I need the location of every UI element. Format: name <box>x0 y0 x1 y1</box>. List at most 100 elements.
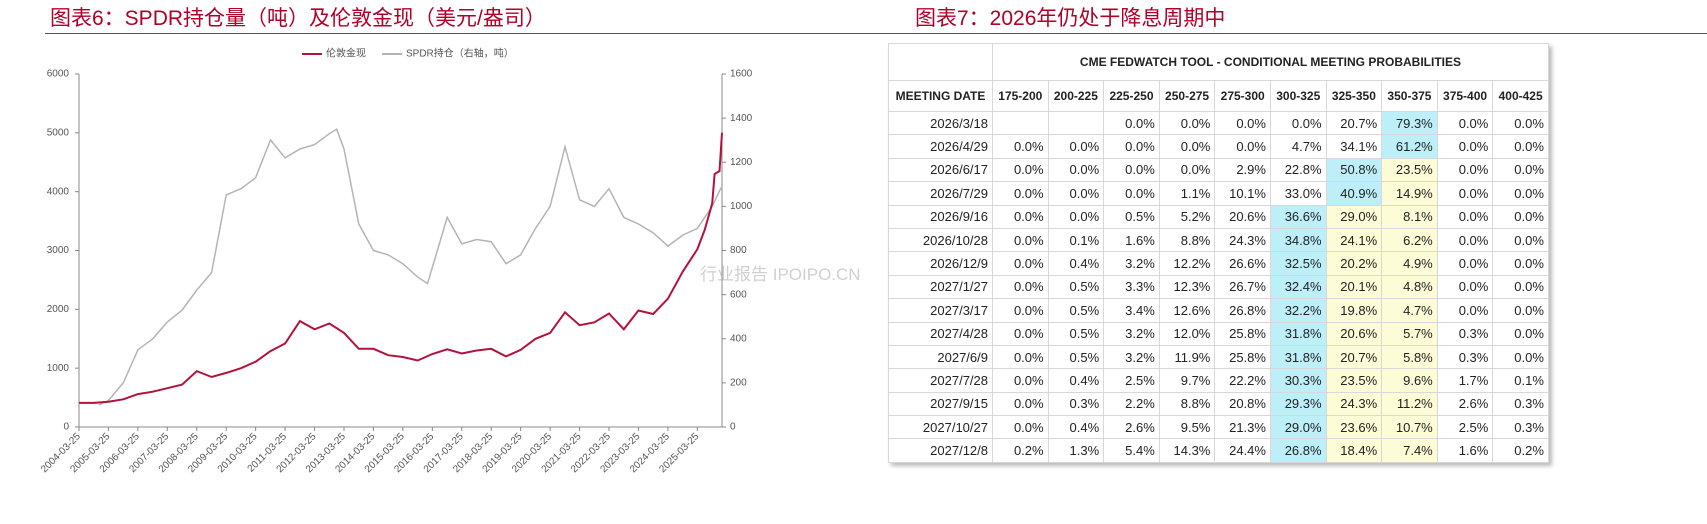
probability: 0.4% <box>1047 251 1105 276</box>
probability: 3.3% <box>1103 274 1160 300</box>
probability: 50.8% <box>1325 157 1383 183</box>
probability: 0.0% <box>1047 157 1105 183</box>
probability: 0.0% <box>1214 110 1271 136</box>
chart: 0 1000 2000 3000 4000 5000 6000 0 200 400 600 800 10… <box>39 47 753 476</box>
probability: 0.0% <box>1492 204 1549 229</box>
probability: 20.6% <box>1214 204 1271 229</box>
probability: 0.0% <box>992 415 1049 440</box>
probability: 26.6% <box>1214 251 1271 276</box>
y2-tick-label: 1000 <box>730 201 753 212</box>
probability: 0.1% <box>1047 227 1105 253</box>
probability: 23.5% <box>1381 157 1438 183</box>
y2-tick-label: 200 <box>730 378 747 389</box>
probability: 0.0% <box>1436 181 1494 206</box>
probability: 8.8% <box>1158 227 1216 253</box>
meeting-date: 2026/12/9 <box>888 251 993 276</box>
probability: 10.1% <box>1214 181 1271 206</box>
probability: 33.0% <box>1269 181 1327 206</box>
y2-tick-label: 600 <box>730 289 747 300</box>
probability <box>992 110 1049 136</box>
probability: 0.0% <box>992 251 1049 276</box>
meeting-date: 2026/6/17 <box>888 157 993 183</box>
probability: 11.9% <box>1158 344 1216 370</box>
y2-tick-label: 1400 <box>730 113 753 124</box>
meeting-date: 2026/9/16 <box>888 204 993 229</box>
probability: 25.8% <box>1214 321 1271 346</box>
probability: 1.1% <box>1158 181 1216 206</box>
probability: 20.8% <box>1214 391 1271 417</box>
probability: 11.2% <box>1381 391 1438 417</box>
probability: 5.2% <box>1158 204 1216 229</box>
probability: 0.0% <box>1436 110 1494 136</box>
probability: 0.0% <box>992 344 1049 370</box>
probability: 0.0% <box>1103 110 1160 136</box>
probability <box>1047 110 1105 136</box>
y-tick-label: 1000 <box>47 363 70 374</box>
probability: 0.0% <box>992 134 1049 159</box>
probability: 9.6% <box>1381 368 1438 393</box>
meeting-date: 2026/4/29 <box>888 134 993 159</box>
data-row: 2027/1/27 0.0% 0.5% 3.3% 12.3% 26.7% 32.4% 20.1… <box>888 274 1549 300</box>
meeting-date: 2027/10/27 <box>888 415 993 440</box>
watermark: 行业报告 IPOIPO.CN <box>700 265 861 284</box>
probability: 22.8% <box>1269 157 1327 183</box>
y-tick-label: 4000 <box>47 186 70 197</box>
title-row: CME FEDWATCH TOOL - CONDITIONAL MEETING … <box>888 43 1549 81</box>
probability: 12.3% <box>1158 274 1216 300</box>
corner-cell <box>888 43 993 81</box>
probability: 2.5% <box>1436 415 1494 440</box>
table-header-title: CME FEDWATCH TOOL - CONDITIONAL MEETING … <box>992 43 1549 81</box>
meeting-date: 2026/10/28 <box>888 227 993 253</box>
probability: 22.2% <box>1214 368 1271 393</box>
probability: 0.5% <box>1047 274 1105 300</box>
probability: 0.0% <box>1158 110 1216 136</box>
probability: 24.3% <box>1214 227 1271 253</box>
probability: 8.1% <box>1381 204 1438 229</box>
probability: 2.5% <box>1103 368 1160 393</box>
probability: 0.0% <box>1436 274 1494 300</box>
data-row: 2027/9/15 0.0% 0.3% 2.2% 8.8% 20.8% 29.3% 24.3%… <box>888 391 1549 417</box>
probability: 36.6% <box>1269 204 1327 229</box>
probability: 32.4% <box>1269 274 1327 300</box>
probability: 0.5% <box>1047 298 1105 323</box>
probability: 0.0% <box>992 204 1049 229</box>
data-row: 2027/3/17 0.0% 0.5% 3.4% 12.6% 26.8% 32.2% 19.8… <box>888 298 1549 323</box>
column-header: 275-300 <box>1214 80 1271 112</box>
probability: 0.0% <box>1103 157 1160 183</box>
data-row: 2027/7/28 0.0% 0.4% 2.5% 9.7% 22.2% 30.3% 23.5%… <box>888 368 1549 393</box>
probability: 0.3% <box>1047 391 1105 417</box>
meeting-date: 2027/3/17 <box>888 298 993 323</box>
probability: 0.0% <box>1436 134 1494 159</box>
probability: 2.6% <box>1103 415 1160 440</box>
probability: 9.7% <box>1158 368 1216 393</box>
data-row: 2026/7/29 0.0% 0.0% 0.0% 1.1% 10.1% 33.0% 40.9%… <box>888 181 1549 206</box>
probability: 14.3% <box>1158 438 1216 463</box>
y2-tick-label: 1200 <box>730 157 753 168</box>
probability: 9.5% <box>1158 415 1216 440</box>
probability: 12.0% <box>1158 321 1216 346</box>
probability: 12.6% <box>1158 298 1216 323</box>
probability: 0.3% <box>1436 321 1494 346</box>
probability: 24.3% <box>1325 391 1383 417</box>
header-row: MEETING DATE 175-200 200-225 225-250 250-275… <box>888 80 1549 112</box>
probability: 4.8% <box>1381 274 1438 300</box>
probability: 3.2% <box>1103 344 1160 370</box>
probability: 0.0% <box>992 391 1049 417</box>
probability: 0.0% <box>1158 134 1216 159</box>
chart-title: 图表6：SPDR持仓量（吨）及伦敦金现（美元/盎司） <box>50 7 546 30</box>
probability: 0.0% <box>1492 227 1549 253</box>
probability: 0.0% <box>992 321 1049 346</box>
data-row: 2026/10/28 0.0% 0.1% 1.6% 8.8% 24.3% 34.8% 24.1… <box>888 227 1549 253</box>
probability: 32.2% <box>1269 298 1327 323</box>
probability: 3.2% <box>1103 321 1160 346</box>
probability: 5.7% <box>1381 321 1438 346</box>
probability: 2.9% <box>1214 157 1271 183</box>
fedwatch-table: CME FEDWATCH TOOL - CONDITIONAL MEETING … <box>888 43 1549 463</box>
probability: 0.5% <box>1047 321 1105 346</box>
probability: 2.2% <box>1103 391 1160 417</box>
probability: 26.8% <box>1214 298 1271 323</box>
probability: 12.2% <box>1158 251 1216 276</box>
column-header: 350-375 <box>1381 80 1438 112</box>
probability: 8.8% <box>1158 391 1216 417</box>
probability: 0.1% <box>1492 368 1549 393</box>
